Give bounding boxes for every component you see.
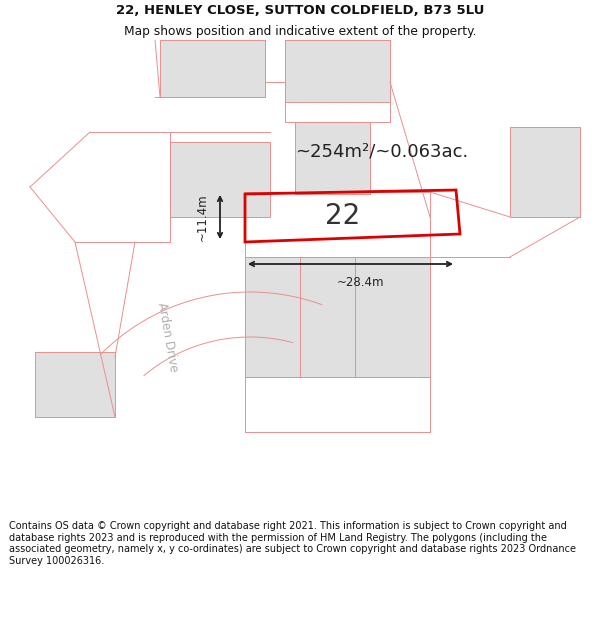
Text: ~254m²/~0.063ac.: ~254m²/~0.063ac. <box>295 143 468 161</box>
Text: 22: 22 <box>325 202 360 230</box>
Polygon shape <box>355 257 430 377</box>
Polygon shape <box>300 257 355 377</box>
Text: Arden Drive: Arden Drive <box>155 301 181 373</box>
Polygon shape <box>170 142 270 217</box>
Polygon shape <box>160 40 265 97</box>
Text: ~11.4m: ~11.4m <box>196 193 209 241</box>
Polygon shape <box>285 40 390 102</box>
Polygon shape <box>35 352 115 417</box>
Polygon shape <box>510 127 580 217</box>
Text: 22, HENLEY CLOSE, SUTTON COLDFIELD, B73 5LU: 22, HENLEY CLOSE, SUTTON COLDFIELD, B73 … <box>116 4 484 16</box>
Polygon shape <box>295 122 370 194</box>
Text: Contains OS data © Crown copyright and database right 2021. This information is : Contains OS data © Crown copyright and d… <box>9 521 576 566</box>
Polygon shape <box>245 257 300 377</box>
Text: ~28.4m: ~28.4m <box>337 276 384 289</box>
Text: Map shows position and indicative extent of the property.: Map shows position and indicative extent… <box>124 26 476 39</box>
